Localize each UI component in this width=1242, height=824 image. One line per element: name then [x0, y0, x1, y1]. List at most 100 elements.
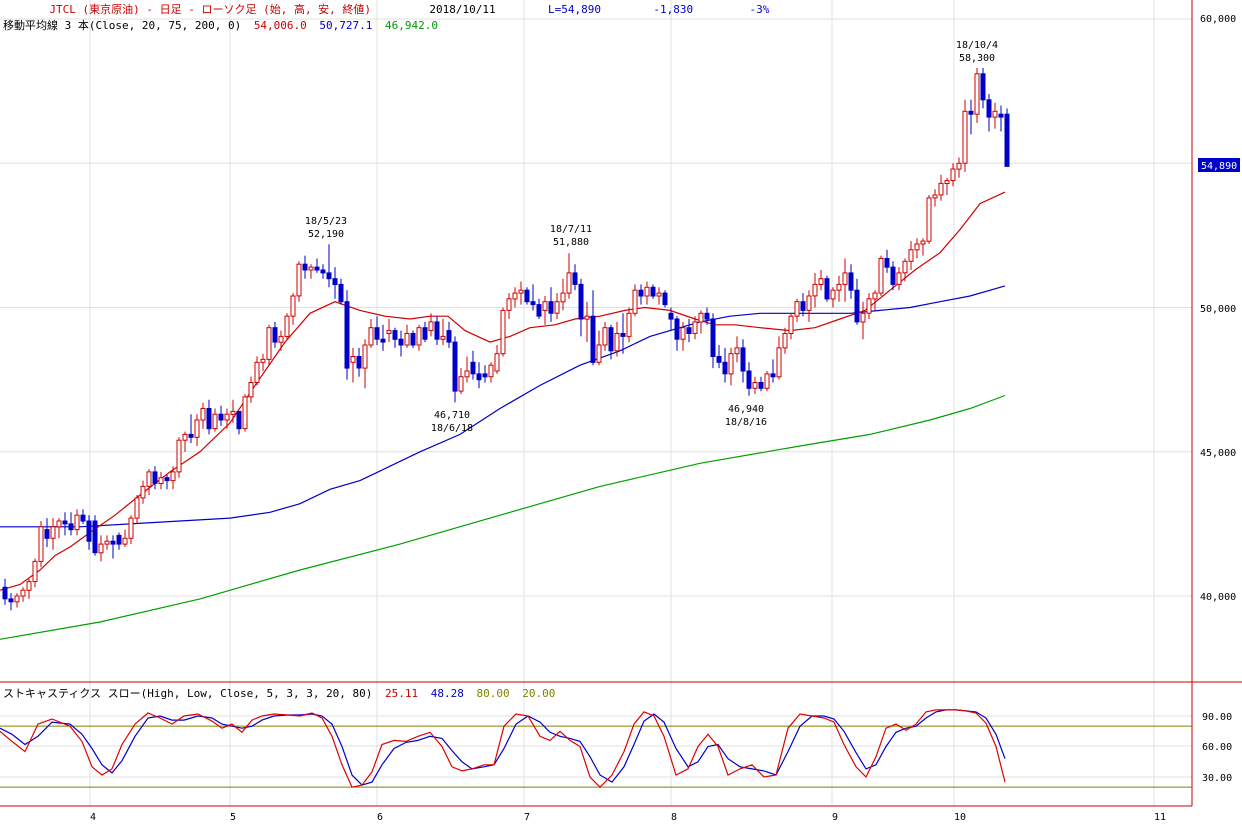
ma200-line	[0, 394, 1006, 640]
candle-body	[8, 598, 14, 603]
candle-body	[344, 301, 350, 369]
candle	[260, 353, 266, 371]
candle-body	[560, 292, 566, 303]
candle-body	[722, 361, 728, 375]
header-line-1: JTCL (東京原油) - 日足 - ローソク足 (始, 高, 安, 終値) 2…	[3, 2, 802, 16]
candle	[632, 284, 638, 317]
candle-body	[230, 410, 236, 415]
candle	[920, 238, 926, 256]
month-tick: 7	[524, 812, 530, 823]
candle	[68, 512, 74, 536]
candle	[770, 359, 776, 383]
candle-body	[182, 433, 188, 441]
candle-body	[650, 286, 656, 297]
candle	[566, 253, 572, 299]
candle-body	[716, 356, 722, 363]
candle	[518, 281, 524, 305]
candle-body	[404, 333, 410, 346]
candle	[794, 298, 800, 322]
annotation-value: 58,300	[959, 53, 995, 64]
candle	[950, 163, 956, 187]
candle-body	[914, 243, 920, 251]
candle-body	[578, 283, 584, 320]
candle	[146, 469, 152, 495]
annotation-value: 51,880	[553, 237, 589, 248]
stoch-k-value: 25.11	[385, 687, 418, 700]
candle	[278, 330, 284, 351]
candle	[242, 394, 248, 432]
candle	[194, 414, 200, 446]
candle	[584, 301, 590, 343]
candle	[80, 509, 86, 524]
candle	[746, 362, 752, 396]
grid-lines	[0, 0, 1192, 806]
candle-body	[842, 272, 848, 285]
candle	[386, 319, 392, 343]
candle	[104, 535, 110, 550]
candle-body	[464, 370, 470, 378]
candle	[50, 518, 56, 550]
candle-body	[824, 278, 830, 300]
candle	[272, 321, 278, 348]
candle-body	[308, 266, 314, 271]
candle-body	[524, 289, 530, 303]
annotation-value: 52,190	[308, 229, 344, 240]
candle-body	[956, 162, 962, 170]
candle	[668, 307, 674, 331]
stoch-tick: 30.00	[1202, 773, 1232, 784]
candle-body	[920, 240, 926, 245]
candle	[704, 307, 710, 325]
candle-body	[62, 520, 68, 525]
candle-body	[116, 534, 122, 545]
candle-body	[98, 543, 104, 554]
candle-body	[32, 560, 38, 583]
candle-body	[734, 347, 740, 355]
candle-body	[170, 471, 176, 482]
candle-body	[422, 327, 428, 340]
candle	[410, 330, 416, 348]
candle	[506, 293, 512, 319]
candle-body	[332, 278, 338, 286]
candle	[908, 241, 914, 270]
candle	[866, 293, 872, 319]
candle	[578, 278, 584, 337]
candle-body	[92, 520, 98, 554]
candle-body	[530, 301, 536, 306]
candle	[74, 509, 80, 536]
candle-body	[986, 99, 992, 118]
candle	[788, 313, 794, 340]
candle-body	[566, 272, 572, 294]
candle	[512, 287, 518, 308]
candle-body	[1004, 113, 1010, 167]
candle-body	[572, 272, 578, 285]
moving-average-lines	[0, 191, 1006, 640]
candle-body	[992, 110, 998, 118]
candle-body	[434, 321, 440, 340]
candle-body	[902, 260, 908, 274]
candle	[830, 287, 836, 308]
candle-body	[962, 110, 968, 164]
candle	[758, 376, 764, 392]
candle-body	[248, 382, 254, 398]
annotation-value: 46,710	[434, 410, 470, 421]
candle-body	[536, 304, 542, 317]
candle-body	[278, 335, 284, 343]
candle	[740, 339, 746, 383]
candle-body	[938, 182, 944, 196]
candle	[494, 345, 500, 374]
candle	[848, 264, 854, 299]
candle-body	[806, 295, 812, 311]
candle	[884, 249, 890, 273]
candle	[524, 287, 530, 305]
candle-body	[266, 327, 272, 360]
candle	[248, 376, 254, 403]
candle	[554, 293, 560, 319]
candle-body	[752, 382, 758, 389]
candle-body	[632, 289, 638, 314]
candle-body	[374, 327, 380, 340]
candle	[560, 278, 566, 311]
candle	[722, 347, 728, 383]
candle-body	[50, 526, 56, 539]
candle	[530, 284, 536, 311]
candle-body	[122, 537, 128, 545]
